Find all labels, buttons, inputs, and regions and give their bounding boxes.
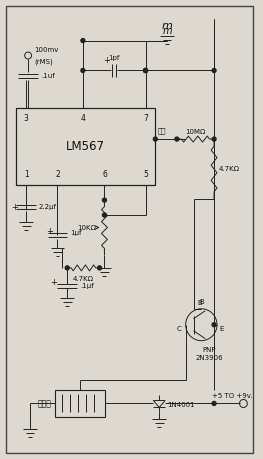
Text: E: E <box>219 326 223 332</box>
Text: 1N4001: 1N4001 <box>167 403 195 409</box>
Text: .1μf: .1μf <box>80 283 94 289</box>
Text: .1uf: .1uf <box>41 73 55 79</box>
Text: 4.7KΩ: 4.7KΩ <box>73 276 94 282</box>
Text: +: + <box>50 278 57 287</box>
Circle shape <box>81 39 85 43</box>
Circle shape <box>212 402 216 405</box>
Circle shape <box>212 137 216 141</box>
Circle shape <box>103 198 107 202</box>
Text: 100mv: 100mv <box>34 46 58 52</box>
Text: 输出: 输出 <box>157 128 166 134</box>
Circle shape <box>98 266 102 270</box>
Text: LM567: LM567 <box>66 140 105 153</box>
Circle shape <box>144 68 148 73</box>
Text: +5 TO +9v.: +5 TO +9v. <box>212 393 253 399</box>
Text: 5: 5 <box>143 170 148 179</box>
Circle shape <box>175 137 179 141</box>
Text: 4: 4 <box>80 114 85 123</box>
Circle shape <box>212 68 216 73</box>
Text: B: B <box>199 299 204 305</box>
Text: m: m <box>162 21 173 31</box>
Text: +: + <box>46 228 53 236</box>
Circle shape <box>144 68 148 73</box>
Circle shape <box>103 213 107 217</box>
Text: C: C <box>177 326 182 332</box>
Circle shape <box>81 68 85 73</box>
Text: B: B <box>197 300 202 306</box>
Text: 10MΩ: 10MΩ <box>185 129 206 135</box>
Text: PNP
2N3906: PNP 2N3906 <box>195 347 223 361</box>
Text: +: + <box>103 56 110 65</box>
Bar <box>16 108 155 185</box>
Text: 4.7KΩ: 4.7KΩ <box>219 166 240 172</box>
Bar <box>54 390 105 417</box>
Text: +: + <box>11 202 18 212</box>
Circle shape <box>65 266 69 270</box>
Text: 继电器: 继电器 <box>38 399 52 408</box>
Text: 2.2μf: 2.2μf <box>39 204 57 210</box>
Circle shape <box>153 137 157 141</box>
Text: 1μf: 1μf <box>70 230 82 236</box>
Text: (rMS): (rMS) <box>34 58 53 65</box>
Circle shape <box>144 68 148 73</box>
Text: 3: 3 <box>24 114 29 123</box>
Text: 10KΩ: 10KΩ <box>77 224 96 230</box>
Circle shape <box>212 323 216 327</box>
Text: m: m <box>162 26 172 36</box>
Text: 6: 6 <box>102 170 107 179</box>
Text: 1: 1 <box>24 170 28 179</box>
Text: 2: 2 <box>55 170 60 179</box>
Text: 1pf: 1pf <box>109 55 120 61</box>
Text: 7: 7 <box>143 114 148 123</box>
